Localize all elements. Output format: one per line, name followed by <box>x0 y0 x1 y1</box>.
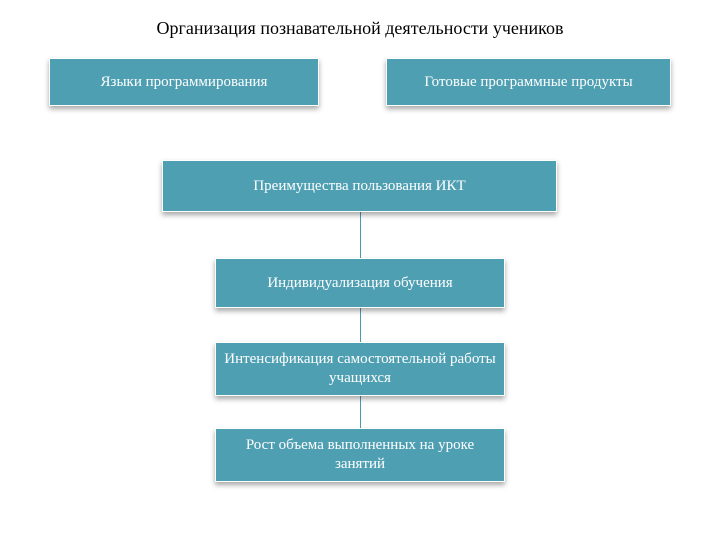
node-growth: Рост объема выполненных на уроке занятий <box>215 428 505 482</box>
node-individualization: Индивидуализация обучения <box>215 258 505 308</box>
node-languages: Языки программирования <box>49 58 319 106</box>
node-label: Индивидуализация обучения <box>267 274 452 293</box>
diagram-title: Организация познавательной деятельности … <box>0 18 720 39</box>
node-ict-advantages: Преимущества пользования ИКТ <box>162 160 557 212</box>
node-label: Рост объема выполненных на уроке занятий <box>224 436 496 474</box>
node-label: Готовые программные продукты <box>424 73 632 92</box>
connector-n5-n6 <box>360 396 361 428</box>
node-label: Интенсификация самостоятельной работы уч… <box>224 350 496 388</box>
node-intensification: Интенсификация самостоятельной работы уч… <box>215 342 505 396</box>
connector-n4-n5 <box>360 308 361 342</box>
connector-n3-n4 <box>360 212 361 258</box>
node-software-products: Готовые программные продукты <box>386 58 671 106</box>
node-label: Языки программирования <box>101 73 268 92</box>
diagram-canvas: Организация познавательной деятельности … <box>0 0 720 540</box>
node-label: Преимущества пользования ИКТ <box>253 177 465 196</box>
